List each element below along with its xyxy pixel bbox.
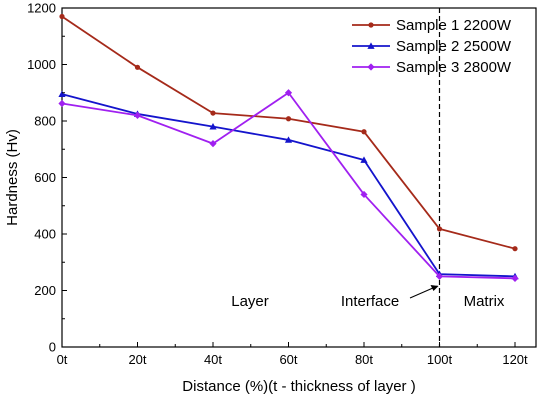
data-point <box>284 89 293 97</box>
x-tick-label: 80t <box>355 352 373 367</box>
y-tick-label: 1000 <box>27 57 56 72</box>
annotation-interface-label: Interface <box>341 293 399 310</box>
data-point <box>361 129 367 135</box>
y-tick-label: 600 <box>34 170 56 185</box>
data-point <box>368 22 374 28</box>
x-tick-label: 100t <box>427 352 453 367</box>
data-point <box>59 13 65 20</box>
legend-item-2: Sample 2 2500W <box>352 38 512 55</box>
data-point <box>511 274 519 282</box>
x-axis-title: Distance (%)(t - thickness of layer ) <box>182 378 415 395</box>
series-1 <box>59 13 518 252</box>
data-point <box>360 190 368 199</box>
legend-label: Sample 1 2200W <box>396 17 512 34</box>
data-point <box>133 111 142 119</box>
legend-item-3: Sample 3 2800W <box>352 59 512 76</box>
data-point <box>436 226 443 232</box>
annotation-layer: Layer Interface Matrix <box>231 285 505 310</box>
legend-label: Sample 2 2500W <box>396 38 512 55</box>
x-tick-label: 20t <box>128 352 146 367</box>
data-point <box>367 42 375 49</box>
data-point <box>360 156 368 163</box>
series-line <box>61 93 516 278</box>
data-point <box>284 136 293 143</box>
data-point <box>58 99 66 108</box>
annotation-matrix-label: Matrix <box>464 293 505 310</box>
data-point <box>285 116 292 122</box>
x-tick-label: 60t <box>279 352 297 367</box>
y-tick-label: 200 <box>34 283 56 298</box>
data-point <box>134 64 141 70</box>
y-axis-title: Hardness (Hv) <box>4 129 21 226</box>
series-3 <box>58 89 519 282</box>
y-tick-label: 400 <box>34 227 56 242</box>
data-point <box>210 110 216 116</box>
data-point <box>209 123 217 130</box>
y-tick-label: 0 <box>49 340 56 355</box>
x-tick-label: 120t <box>502 352 528 367</box>
legend: Sample 1 2200W Sample 2 2500W Sample 3 280… <box>352 17 512 76</box>
x-tick-label: 40t <box>204 352 222 367</box>
data-point <box>435 272 444 280</box>
data-point <box>58 90 66 98</box>
x-tick-label: 0t <box>57 352 68 367</box>
legend-item-1: Sample 1 2200W <box>352 17 512 34</box>
series-layer <box>58 13 519 282</box>
interface-arrowhead <box>430 285 439 291</box>
tick-layer: 0t 20t 40t 60t 80t 100t 120t 0 200 400 600 800 1000 1… <box>27 1 528 368</box>
data-point <box>209 140 217 148</box>
legend-label: Sample 3 2800W <box>396 59 512 76</box>
y-tick-label: 1200 <box>27 1 56 16</box>
data-point <box>512 246 518 252</box>
data-point <box>367 63 375 71</box>
y-tick-label: 800 <box>34 114 56 129</box>
annotation-layer-label: Layer <box>231 293 269 310</box>
